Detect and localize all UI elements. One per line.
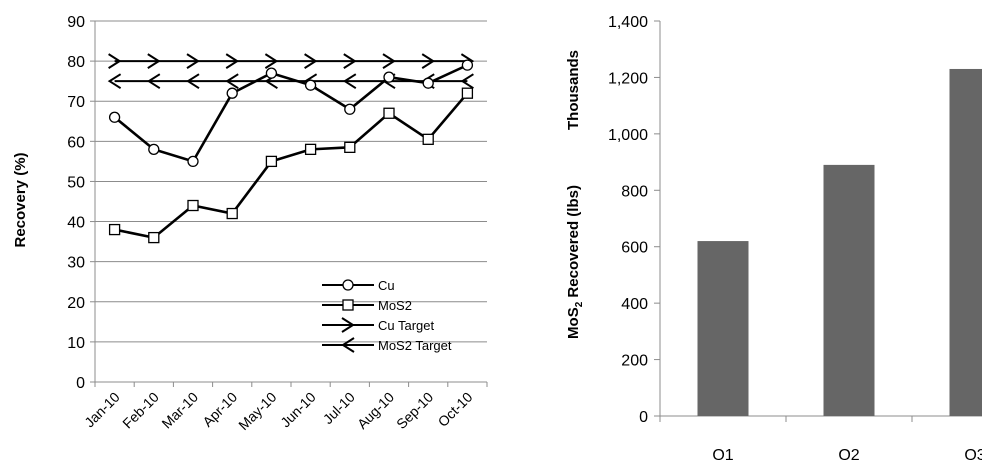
data-point bbox=[460, 73, 474, 90]
line-chart-x-tick-label: Mar-10 bbox=[158, 389, 201, 432]
data-point bbox=[146, 73, 161, 90]
line-chart-y-tick-label: 10 bbox=[67, 335, 85, 352]
line-chart-y-tick-label: 70 bbox=[67, 94, 85, 111]
bar-chart-x-tick-label: Q2 bbox=[838, 447, 859, 460]
line-chart-x-tick-label: Feb-10 bbox=[119, 389, 162, 432]
recovery-line-chart: Recovery (%) 0 10 20 30 40 50 60 70 80 90 Jan-10Fe… bbox=[12, 14, 488, 433]
legend-marker bbox=[342, 279, 354, 291]
data-point bbox=[382, 53, 396, 69]
series-mos2 bbox=[108, 87, 474, 244]
bar-chart-y-axis-label: MoS2 Recovered (lbs) bbox=[565, 185, 585, 339]
line-chart-y-tick-label: 30 bbox=[67, 255, 85, 272]
legend-label: Cu bbox=[378, 278, 395, 293]
bar-chart-y-tick-label: 0 bbox=[639, 409, 648, 426]
data-point bbox=[108, 53, 122, 69]
data-point bbox=[304, 143, 317, 156]
bar-chart-y-tick-label: 1,200 bbox=[608, 70, 648, 87]
data-point bbox=[148, 231, 160, 244]
bar-chart-y-tick-label: 800 bbox=[621, 183, 648, 200]
line-chart-x-tick-label: Jan-10 bbox=[81, 389, 123, 431]
line-chart-y-axis-label: Recovery (%) bbox=[12, 152, 29, 247]
series-line bbox=[113, 63, 468, 163]
bar-chart-units-label: Thousands bbox=[565, 50, 582, 130]
data-point bbox=[421, 53, 436, 69]
bar-chart-y-tick-label: 400 bbox=[621, 296, 648, 313]
line-chart-x-tick-label: Jul-10 bbox=[320, 389, 358, 427]
data-point bbox=[265, 155, 278, 168]
data-point bbox=[265, 67, 278, 79]
line-chart-y-tick-label: 80 bbox=[67, 54, 85, 71]
data-point bbox=[342, 73, 357, 90]
series-line bbox=[114, 92, 469, 239]
data-point bbox=[148, 143, 160, 156]
data-point bbox=[226, 87, 238, 99]
data-point bbox=[225, 53, 240, 69]
data-point bbox=[187, 155, 199, 168]
data-point bbox=[225, 73, 239, 90]
line-chart-y-tick-label: 20 bbox=[67, 295, 85, 312]
data-point bbox=[422, 133, 434, 145]
bar-chart-y-tick-label: 600 bbox=[621, 240, 648, 257]
data-point bbox=[108, 111, 121, 123]
data-point bbox=[147, 53, 161, 69]
bar bbox=[949, 68, 982, 416]
mos2-bar-chart: MoS2 Recovered (lbs) Thousands 0 200 400 60… bbox=[565, 14, 982, 460]
bar-chart-y-tick-label: 1,400 bbox=[608, 14, 648, 31]
legend-marker bbox=[341, 337, 355, 353]
legend-label: Cu Target bbox=[378, 318, 435, 333]
line-chart-y-tick-label: 60 bbox=[67, 134, 85, 151]
line-chart-y-tick-label: 40 bbox=[67, 215, 85, 232]
legend-marker bbox=[342, 299, 354, 311]
data-point bbox=[187, 199, 199, 212]
data-point bbox=[343, 53, 357, 69]
data-point bbox=[107, 73, 122, 90]
line-chart-x-tick-label: Aug-10 bbox=[354, 389, 397, 432]
data-point bbox=[264, 53, 279, 69]
series-cu bbox=[108, 59, 474, 168]
data-point bbox=[344, 103, 356, 115]
data-point bbox=[186, 53, 200, 69]
line-chart-x-tick-label: Jun-10 bbox=[277, 389, 319, 431]
data-point bbox=[186, 73, 200, 90]
line-chart-y-tick-label: 0 bbox=[76, 375, 85, 392]
data-point bbox=[304, 53, 318, 69]
bar bbox=[823, 164, 875, 416]
line-chart-x-tick-label: Oct-10 bbox=[434, 389, 475, 430]
line-chart-x-tick-label: May-10 bbox=[235, 389, 279, 433]
data-point bbox=[461, 59, 474, 71]
bar-chart-x-tick-label: Q1 bbox=[712, 447, 733, 460]
line-chart-x-tick-label: Apr-10 bbox=[199, 389, 240, 430]
bar-ylabel-subscript: 2 bbox=[574, 301, 585, 307]
line-chart-y-tick-label: 90 bbox=[67, 14, 85, 31]
bar-ylabel-rest: Recovered (lbs) bbox=[565, 185, 582, 302]
line-chart-legend: Cu MoS2 Cu Target MoS2 Target bbox=[322, 278, 452, 353]
bar-ylabel-main: MoS bbox=[565, 307, 582, 339]
legend-label: MoS2 bbox=[378, 298, 412, 313]
line-chart-y-tick-label: 50 bbox=[67, 174, 85, 191]
data-point bbox=[383, 107, 395, 119]
data-point bbox=[461, 87, 474, 99]
data-point bbox=[383, 71, 395, 83]
bar-chart-x-tick-label: Q3 bbox=[964, 447, 982, 460]
data-point bbox=[344, 141, 356, 154]
data-point bbox=[304, 79, 317, 91]
bar-chart-y-tick-label: 200 bbox=[621, 353, 648, 370]
data-point bbox=[226, 207, 238, 220]
bar-chart-y-tick-label: 1,000 bbox=[608, 127, 648, 144]
line-chart-x-tick-label: Sep-10 bbox=[393, 389, 436, 432]
data-point bbox=[108, 223, 121, 236]
bar bbox=[697, 241, 749, 416]
series-cu-target bbox=[108, 53, 475, 69]
legend-marker bbox=[341, 317, 355, 333]
data-point bbox=[422, 77, 434, 89]
legend-label: MoS2 Target bbox=[378, 338, 452, 353]
